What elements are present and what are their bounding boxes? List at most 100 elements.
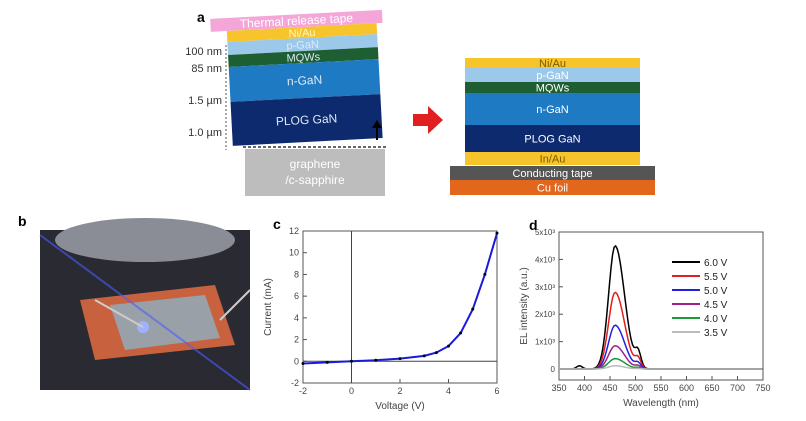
layer [228, 59, 381, 102]
layer-label: p-GaN [286, 39, 319, 53]
data-point [325, 360, 329, 364]
layer-label: Cu foil [537, 183, 568, 195]
y-tick-label: -2 [291, 378, 299, 388]
spectrum-55V [559, 291, 763, 370]
y-tick-label: 5x10³ [535, 228, 555, 237]
y-tick-label: 4x10³ [535, 255, 555, 264]
layer [450, 180, 655, 195]
legend-label: 4.0 V [704, 314, 728, 325]
y-tick-label: 10 [289, 248, 299, 258]
legend-label: 4.5 V [704, 300, 728, 311]
x-tick-label: 350 [551, 383, 566, 393]
layer [465, 93, 640, 125]
probe-station [55, 218, 235, 262]
substrate [245, 149, 385, 196]
plot-frame [302, 230, 498, 384]
spectrum-40V [559, 357, 763, 370]
spectrum-60V [559, 244, 763, 370]
y-tick-label: 2 [294, 335, 299, 345]
substrate-label: graphene [290, 157, 341, 171]
probe [94, 299, 144, 328]
data-point [483, 272, 487, 276]
spectrum-45V [559, 345, 763, 370]
layer-label: p-GaN [536, 70, 568, 82]
thickness-label: 1.5 µm [188, 95, 222, 107]
y-tick-label: 8 [294, 269, 299, 279]
x-tick-label: 400 [577, 383, 592, 393]
layer [465, 152, 640, 165]
y-tick-label: 0 [551, 365, 556, 374]
legend-label: 5.0 V [704, 286, 728, 297]
arrow-right-icon [413, 106, 443, 134]
layer [450, 166, 655, 180]
y-tick-label: 0 [294, 356, 299, 366]
panel-label-b: b [18, 213, 27, 229]
layer [465, 68, 640, 82]
data-point [434, 351, 438, 355]
data-point [301, 361, 305, 365]
y-tick-label: 6 [294, 291, 299, 301]
device [110, 295, 220, 350]
data-point [350, 359, 353, 363]
arrow-up-icon [372, 120, 382, 128]
x-tick-label: 0 [349, 386, 354, 396]
thickness-label: 100 nm [185, 46, 222, 58]
data-point [447, 344, 450, 348]
spectrum-50V [559, 324, 763, 370]
x-tick-label: 450 [602, 383, 617, 393]
y-tick-label: 3x10³ [535, 283, 555, 292]
light-streak [39, 234, 251, 391]
y-tick-label: 2x10³ [535, 310, 555, 319]
x-tick-label: 2 [397, 386, 402, 396]
probe [219, 289, 251, 321]
x-tick-label: 650 [704, 383, 719, 393]
data-point [422, 354, 426, 358]
iv-curve [302, 232, 498, 365]
thickness-label: 85 nm [191, 63, 222, 75]
x-tick-label: 750 [755, 383, 770, 393]
data-point [398, 357, 402, 361]
legend-label: 3.5 V [704, 328, 728, 339]
data-point [471, 307, 475, 311]
layer [230, 94, 383, 146]
data-point [495, 231, 499, 235]
y-tick-label: 4 [294, 313, 299, 323]
x-tick-label: 600 [679, 383, 694, 393]
layer-label: In/Au [540, 154, 566, 166]
x-tick-label: 550 [653, 383, 668, 393]
spectrum-35V [559, 365, 763, 370]
layer-label: Ni/Au [539, 58, 566, 70]
x-tick-label: -2 [299, 386, 307, 396]
x-tick-label: 4 [446, 386, 451, 396]
layer-label: MQWs [286, 51, 321, 65]
x-tick-label: 6 [494, 386, 499, 396]
layer-label: Thermal release tape [239, 11, 353, 31]
layer-label: n-GaN [536, 104, 568, 116]
layer [465, 125, 640, 152]
panel-label-c: c [273, 216, 281, 232]
data-point [459, 331, 463, 335]
x-tick-label: 500 [628, 383, 643, 393]
substrate-label: /c-sapphire [285, 173, 345, 187]
y-axis-label: Current (mA) [263, 278, 274, 336]
x-axis-label: Wavelength (nm) [623, 398, 699, 409]
layer [227, 34, 378, 55]
legend-label: 6.0 V [704, 258, 728, 269]
layer-label: MQWs [536, 83, 570, 95]
layer-label: n-GaN [286, 73, 322, 89]
y-axis-label: EL intensity (a.u.) [519, 267, 530, 344]
layer-label: Ni/Au [288, 27, 315, 40]
panel-label-a: a [197, 9, 205, 25]
layer [465, 58, 640, 68]
x-tick-label: 700 [730, 383, 745, 393]
panel-label-d: d [529, 217, 538, 233]
y-tick-label: 12 [289, 226, 299, 236]
x-axis-label: Voltage (V) [375, 401, 424, 412]
y-tick-label: 1x10³ [535, 338, 555, 347]
layer [226, 23, 378, 42]
plot-frame [558, 231, 764, 381]
data-point [374, 358, 378, 362]
layer [465, 82, 640, 93]
thickness-label: 1.0 µm [188, 127, 222, 139]
